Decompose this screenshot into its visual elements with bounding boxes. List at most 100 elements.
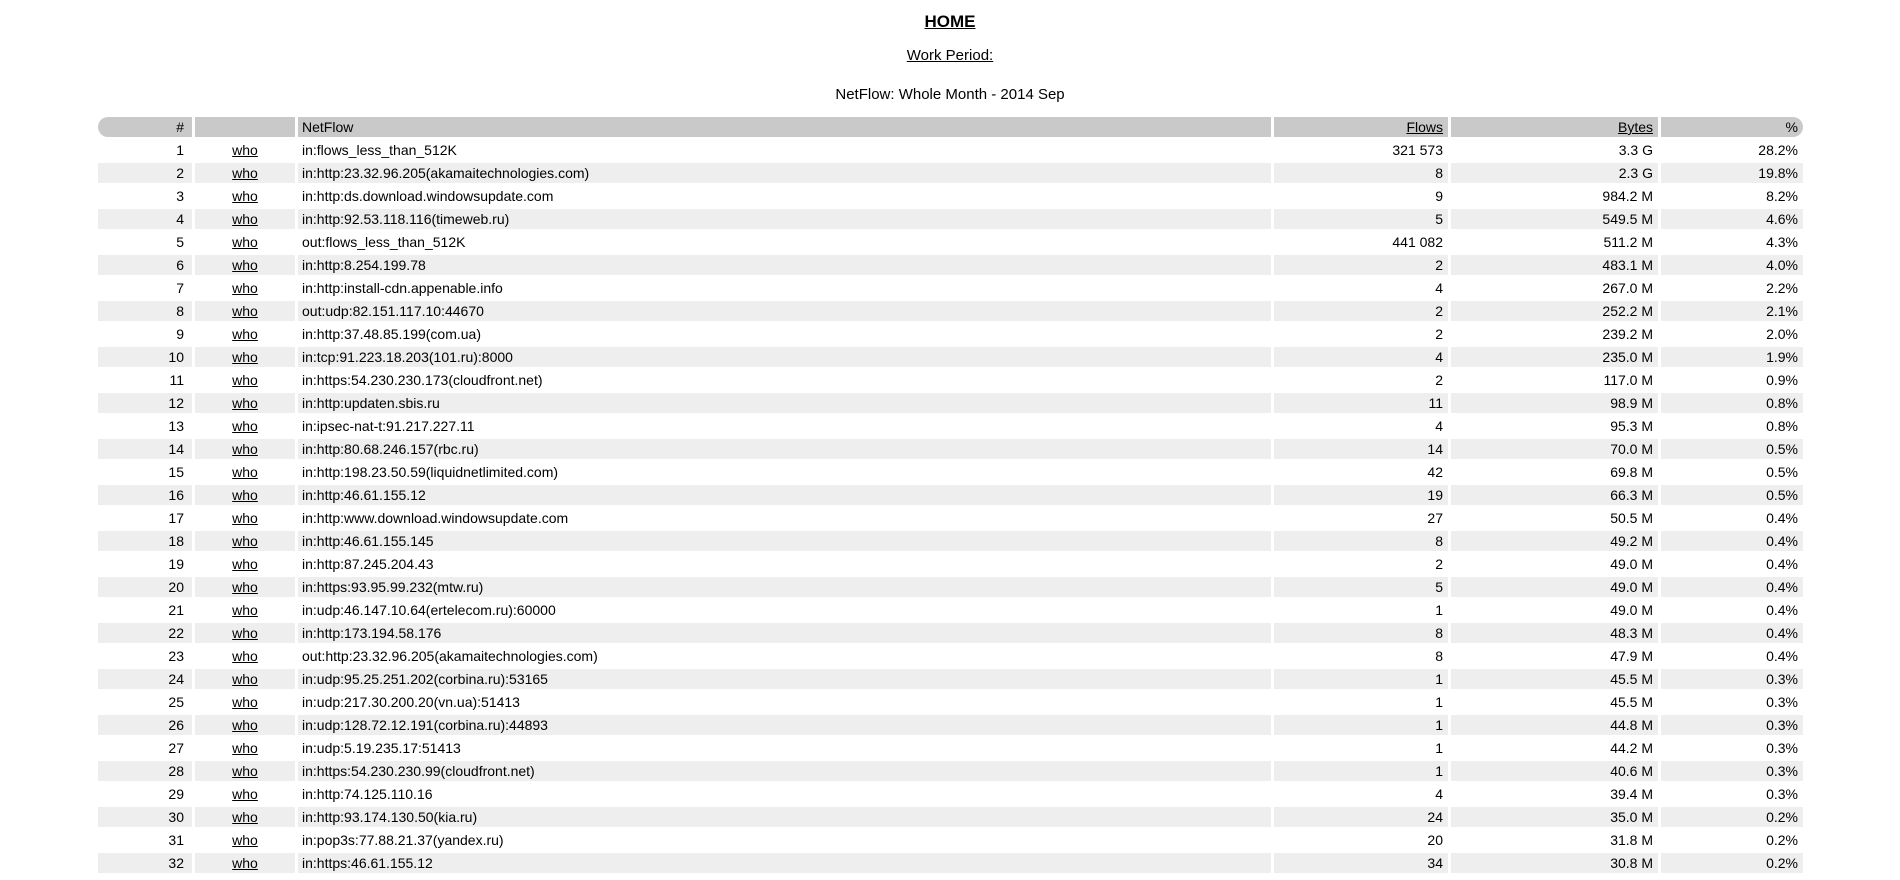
who-link[interactable]: who (232, 717, 258, 733)
bytes-cell: 239.2 M (1451, 324, 1658, 344)
percent-cell: 0.4% (1661, 623, 1803, 643)
row-index: 22 (98, 623, 192, 643)
netflow-cell: out:flows_less_than_512K (298, 232, 1271, 252)
who-cell: who (195, 669, 295, 689)
who-link[interactable]: who (232, 349, 258, 365)
netflow-cell: in:http:www.download.windowsupdate.com (298, 508, 1271, 528)
who-link[interactable]: who (232, 303, 258, 319)
table-row: 13 who in:ipsec-nat-t:91.217.227.11 4 95… (98, 416, 1803, 436)
work-period-link[interactable]: Work Period: (906, 47, 994, 64)
table-row: 29 who in:http:74.125.110.16 4 39.4 M 0.… (98, 784, 1803, 804)
flows-cell: 1 (1274, 738, 1448, 758)
who-link[interactable]: who (232, 533, 258, 549)
percent-cell: 0.3% (1661, 692, 1803, 712)
flows-cell: 2 (1274, 301, 1448, 321)
row-index: 15 (98, 462, 192, 482)
who-link[interactable]: who (232, 740, 258, 756)
bytes-cell: 30.8 M (1451, 853, 1658, 873)
percent-cell: 0.4% (1661, 577, 1803, 597)
percent-cell: 0.5% (1661, 485, 1803, 505)
bytes-cell: 69.8 M (1451, 462, 1658, 482)
table-row: 7 who in:http:install-cdn.appenable.info… (98, 278, 1803, 298)
percent-cell: 2.0% (1661, 324, 1803, 344)
row-index: 18 (98, 531, 192, 551)
who-link[interactable]: who (232, 211, 258, 227)
flows-cell: 441 082 (1274, 232, 1448, 252)
flows-cell: 2 (1274, 324, 1448, 344)
who-link[interactable]: who (232, 809, 258, 825)
netflow-cell: in:pop3s:77.88.21.37(yandex.ru) (298, 830, 1271, 850)
table-row: 12 who in:http:updaten.sbis.ru 11 98.9 M… (98, 393, 1803, 413)
who-link[interactable]: who (232, 602, 258, 618)
table-row: 2 who in:http:23.32.96.205(akamaitechnol… (98, 163, 1803, 183)
netflow-cell: in:http:ds.download.windowsupdate.com (298, 186, 1271, 206)
netflow-cell: in:http:46.61.155.145 (298, 531, 1271, 551)
who-link[interactable]: who (232, 418, 258, 434)
who-link[interactable]: who (232, 625, 258, 641)
who-link[interactable]: who (232, 510, 258, 526)
who-cell: who (195, 416, 295, 436)
table-row: 24 who in:udp:95.25.251.202(corbina.ru):… (98, 669, 1803, 689)
row-index: 11 (98, 370, 192, 390)
netflow-cell: in:http:80.68.246.157(rbc.ru) (298, 439, 1271, 459)
who-link[interactable]: who (232, 280, 258, 296)
who-link[interactable]: who (232, 142, 258, 158)
flows-cell: 4 (1274, 347, 1448, 367)
who-link[interactable]: who (232, 487, 258, 503)
netflow-cell: in:http:173.194.58.176 (298, 623, 1271, 643)
flows-cell: 1 (1274, 761, 1448, 781)
table-row: 22 who in:http:173.194.58.176 8 48.3 M 0… (98, 623, 1803, 643)
who-link[interactable]: who (232, 257, 258, 273)
who-link[interactable]: who (232, 441, 258, 457)
who-cell: who (195, 531, 295, 551)
who-link[interactable]: who (232, 326, 258, 342)
flows-cell: 5 (1274, 577, 1448, 597)
who-link[interactable]: who (232, 372, 258, 388)
row-index: 31 (98, 830, 192, 850)
bytes-cell: 49.2 M (1451, 531, 1658, 551)
who-link[interactable]: who (232, 579, 258, 595)
flows-cell: 1 (1274, 715, 1448, 735)
flows-cell: 8 (1274, 531, 1448, 551)
who-link[interactable]: who (232, 188, 258, 204)
table-row: 31 who in:pop3s:77.88.21.37(yandex.ru) 2… (98, 830, 1803, 850)
who-link[interactable]: who (232, 648, 258, 664)
table-header-row: # NetFlow Flows Bytes % (98, 117, 1803, 137)
sort-by-bytes-link[interactable]: Bytes (1617, 119, 1653, 135)
who-cell: who (195, 646, 295, 666)
who-link[interactable]: who (232, 763, 258, 779)
percent-cell: 0.3% (1661, 761, 1803, 781)
who-link[interactable]: who (232, 671, 258, 687)
who-link[interactable]: who (232, 694, 258, 710)
netflow-cell: out:http:23.32.96.205(akamaitechnologies… (298, 646, 1271, 666)
table-row: 17 who in:http:www.download.windowsupdat… (98, 508, 1803, 528)
row-index: 29 (98, 784, 192, 804)
who-link[interactable]: who (232, 786, 258, 802)
home-link[interactable]: HOME (924, 12, 976, 31)
percent-cell: 4.0% (1661, 255, 1803, 275)
table-row: 8 who out:udp:82.151.117.10:44670 2 252.… (98, 301, 1803, 321)
flows-cell: 1 (1274, 669, 1448, 689)
who-link[interactable]: who (232, 395, 258, 411)
who-link[interactable]: who (232, 234, 258, 250)
netflow-cell: in:http:93.174.130.50(kia.ru) (298, 807, 1271, 827)
who-cell: who (195, 761, 295, 781)
who-cell: who (195, 439, 295, 459)
who-cell: who (195, 853, 295, 873)
percent-cell: 4.3% (1661, 232, 1803, 252)
who-link[interactable]: who (232, 832, 258, 848)
percent-cell: 2.1% (1661, 301, 1803, 321)
who-cell: who (195, 324, 295, 344)
flows-cell: 2 (1274, 255, 1448, 275)
percent-cell: 0.3% (1661, 669, 1803, 689)
who-link[interactable]: who (232, 464, 258, 480)
percent-cell: 19.8% (1661, 163, 1803, 183)
table-row: 23 who out:http:23.32.96.205(akamaitechn… (98, 646, 1803, 666)
table-row: 4 who in:http:92.53.118.116(timeweb.ru) … (98, 209, 1803, 229)
who-link[interactable]: who (232, 165, 258, 181)
percent-cell: 1.9% (1661, 347, 1803, 367)
who-link[interactable]: who (232, 556, 258, 572)
bytes-cell: 98.9 M (1451, 393, 1658, 413)
who-link[interactable]: who (232, 855, 258, 871)
sort-by-flows-link[interactable]: Flows (1406, 119, 1443, 135)
